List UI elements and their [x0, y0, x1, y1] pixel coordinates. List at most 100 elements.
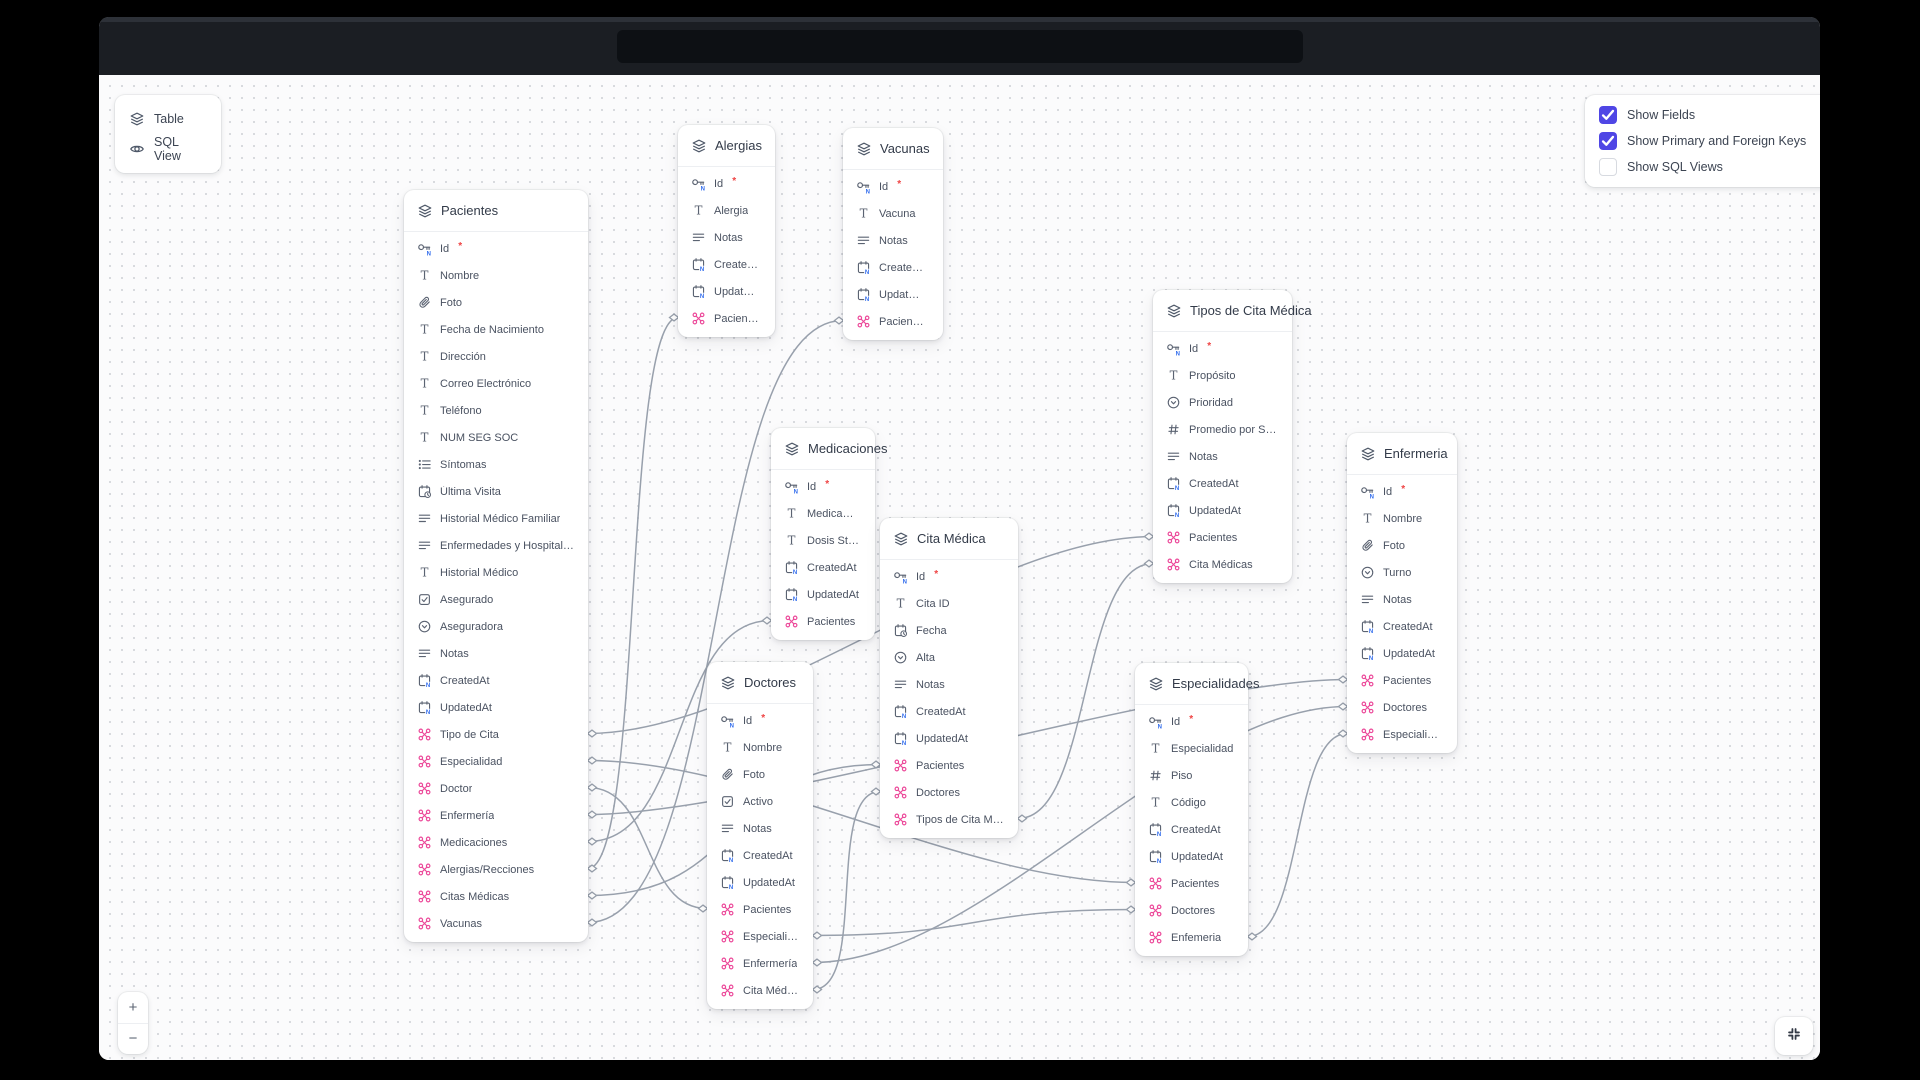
field-row-cita-id[interactable]: T Cita ID: [880, 590, 1018, 617]
field-row-nombre[interactable]: T Nombre: [1347, 505, 1457, 532]
checked-checkbox[interactable]: [1599, 106, 1617, 124]
option-show-primary-and-foreign-keys[interactable]: Show Primary and Foreign Keys: [1599, 132, 1820, 150]
option-show-sql-views[interactable]: Show SQL Views: [1599, 158, 1820, 176]
table-panel-header[interactable]: Alergias: [678, 125, 775, 167]
field-row-aseguradora[interactable]: Aseguradora: [404, 613, 588, 640]
field-row-id[interactable]: N Id *: [1135, 708, 1248, 735]
field-row-doctores[interactable]: Doctores: [1347, 694, 1457, 721]
field-row-foto[interactable]: Foto: [404, 289, 588, 316]
relationship-edge[interactable]: [587, 619, 772, 843]
relationship-edge[interactable]: [587, 759, 1136, 884]
field-row-updat[interactable]: N Updat…: [678, 278, 775, 305]
field-row-historial-medico-familiar[interactable]: Historial Médico Familiar: [404, 505, 588, 532]
field-row-id[interactable]: N Id *: [1347, 478, 1457, 505]
table-panel-header[interactable]: Doctores: [707, 662, 813, 704]
table-panel-header[interactable]: Medicaciones: [771, 428, 888, 470]
field-row-createdat[interactable]: N CreatedAt: [1153, 470, 1292, 497]
field-row-proposito[interactable]: T Propósito: [1153, 362, 1292, 389]
field-row-vacunas[interactable]: Vacunas: [404, 910, 588, 937]
field-row-nombre[interactable]: T Nombre: [707, 734, 813, 761]
table-panel-tipos-de-cita-medica[interactable]: Tipos de Cita Médica N Id * T Propósito Priori…: [1153, 290, 1312, 583]
field-row-id[interactable]: N Id *: [880, 563, 1018, 590]
field-row-promedio-por-sem[interactable]: Promedio por Sem…: [1153, 416, 1292, 443]
option-show-fields[interactable]: Show Fields: [1599, 106, 1820, 124]
toolbox-item-sql-view[interactable]: SQL View: [115, 134, 221, 164]
field-row-sintomas[interactable]: Síntomas: [404, 451, 588, 478]
table-panel-especialidades[interactable]: Especialidades N Id * T Especialidad Piso T Códi…: [1135, 663, 1259, 956]
field-row-tipos-de-cita-m[interactable]: Tipos de Cita M…: [880, 806, 1018, 833]
fit-view-button[interactable]: [1775, 1017, 1813, 1055]
checked-checkbox[interactable]: [1599, 132, 1617, 150]
field-row-alergia[interactable]: T Alergia: [678, 197, 775, 224]
table-panel-header[interactable]: Pacientes: [404, 190, 588, 232]
field-row-createdat[interactable]: N CreatedAt: [880, 698, 1018, 725]
field-row-correo-electronico[interactable]: T Correo Electrónico: [404, 370, 588, 397]
field-row-updatedat[interactable]: N UpdatedAt: [1153, 497, 1292, 524]
zoom-out-button[interactable]: −: [128, 1030, 138, 1048]
schema-canvas[interactable]: Table SQL View Show Fields Show Primary a…: [99, 75, 1820, 1060]
field-row-doctor[interactable]: Doctor: [404, 775, 588, 802]
table-panel-header[interactable]: Vacunas: [843, 128, 943, 170]
field-row-enfermeria[interactable]: Enfermería: [404, 802, 588, 829]
field-row-pacien[interactable]: Pacien…: [843, 308, 943, 335]
field-row-id[interactable]: N Id *: [771, 473, 875, 500]
field-row-medicame[interactable]: T Medicame…: [771, 500, 875, 527]
relationship-edge[interactable]: [812, 790, 881, 991]
field-row-codigo[interactable]: T Código: [1135, 789, 1248, 816]
field-row-telefono[interactable]: T Teléfono: [404, 397, 588, 424]
field-row-foto[interactable]: Foto: [707, 761, 813, 788]
field-row-citas-medicas[interactable]: Citas Médicas: [404, 883, 588, 910]
field-row-createdat[interactable]: N CreatedAt: [771, 554, 875, 581]
field-row-especiali[interactable]: Especiali…: [1347, 721, 1457, 748]
field-row-updatedat[interactable]: N UpdatedAt: [1347, 640, 1457, 667]
zoom-in-button[interactable]: +: [118, 992, 148, 1024]
field-row-notas[interactable]: Notas: [707, 815, 813, 842]
field-row-especiali[interactable]: Especiali…: [707, 923, 813, 950]
field-row-id[interactable]: N Id *: [1153, 335, 1292, 362]
field-row-id[interactable]: N Id *: [843, 173, 943, 200]
field-row-createdat[interactable]: N CreatedAt: [404, 667, 588, 694]
relationship-edge[interactable]: [587, 786, 708, 910]
unchecked-checkbox[interactable]: [1599, 158, 1617, 176]
field-row-createdat[interactable]: N CreatedAt: [1135, 816, 1248, 843]
field-row-historial-medico[interactable]: T Historial Médico: [404, 559, 588, 586]
field-row-activo[interactable]: Activo: [707, 788, 813, 815]
table-panel-header[interactable]: Cita Médica: [880, 518, 1018, 560]
relationship-edge[interactable]: [1017, 562, 1154, 820]
field-row-doctores[interactable]: Doctores: [1135, 897, 1248, 924]
table-panel-pacientes[interactable]: Pacientes N Id * T Nombre Foto T Fecha de Nacimi…: [404, 190, 588, 942]
field-row-createdat[interactable]: N CreatedAt: [1347, 613, 1457, 640]
field-row-cita-medicas[interactable]: Cita Médicas: [1153, 551, 1292, 578]
relationship-edge[interactable]: [812, 908, 1136, 937]
field-row-turno[interactable]: Turno: [1347, 559, 1457, 586]
field-row-doctores[interactable]: Doctores: [880, 779, 1018, 806]
field-row-notas[interactable]: Notas: [1153, 443, 1292, 470]
field-row-pacientes[interactable]: Pacientes: [1135, 870, 1248, 897]
table-panel-header[interactable]: Enfermeria: [1347, 433, 1457, 475]
field-row-notas[interactable]: Notas: [678, 224, 775, 251]
field-row-enfermeria[interactable]: Enfermería: [707, 950, 813, 977]
table-panel-cita-medica[interactable]: Cita Médica N Id * T Cita ID Fecha Alta Notas N Cr…: [880, 518, 1018, 838]
field-row-foto[interactable]: Foto: [1347, 532, 1457, 559]
field-row-enfermedades-y-hospitalizac[interactable]: Enfermedades y Hospitalizac…: [404, 532, 588, 559]
field-row-notas[interactable]: Notas: [843, 227, 943, 254]
relationship-edge[interactable]: [812, 705, 1348, 964]
relationship-edge[interactable]: [587, 316, 679, 870]
field-row-id[interactable]: N Id *: [678, 170, 775, 197]
field-row-especialidad[interactable]: T Especialidad: [1135, 735, 1248, 762]
field-row-updat[interactable]: N Updat…: [843, 281, 943, 308]
field-row-medicaciones[interactable]: Medicaciones: [404, 829, 588, 856]
field-row-enfemeria[interactable]: Enfemeria: [1135, 924, 1248, 951]
field-row-piso[interactable]: Piso: [1135, 762, 1248, 789]
relationship-edge[interactable]: [587, 319, 844, 924]
field-row-updatedat[interactable]: N UpdatedAt: [1135, 843, 1248, 870]
table-panel-header[interactable]: Tipos de Cita Médica: [1153, 290, 1312, 332]
field-row-cita-medi[interactable]: Cita Médi…: [707, 977, 813, 1004]
field-row-id[interactable]: N Id *: [707, 707, 813, 734]
field-row-updatedat[interactable]: N UpdatedAt: [404, 694, 588, 721]
field-row-updatedat[interactable]: N UpdatedAt: [707, 869, 813, 896]
table-panel-header[interactable]: Especialidades: [1135, 663, 1259, 705]
field-row-notas[interactable]: Notas: [404, 640, 588, 667]
field-row-updatedat[interactable]: N UpdatedAt: [771, 581, 875, 608]
field-row-alergias-recciones[interactable]: Alergias/Recciones: [404, 856, 588, 883]
